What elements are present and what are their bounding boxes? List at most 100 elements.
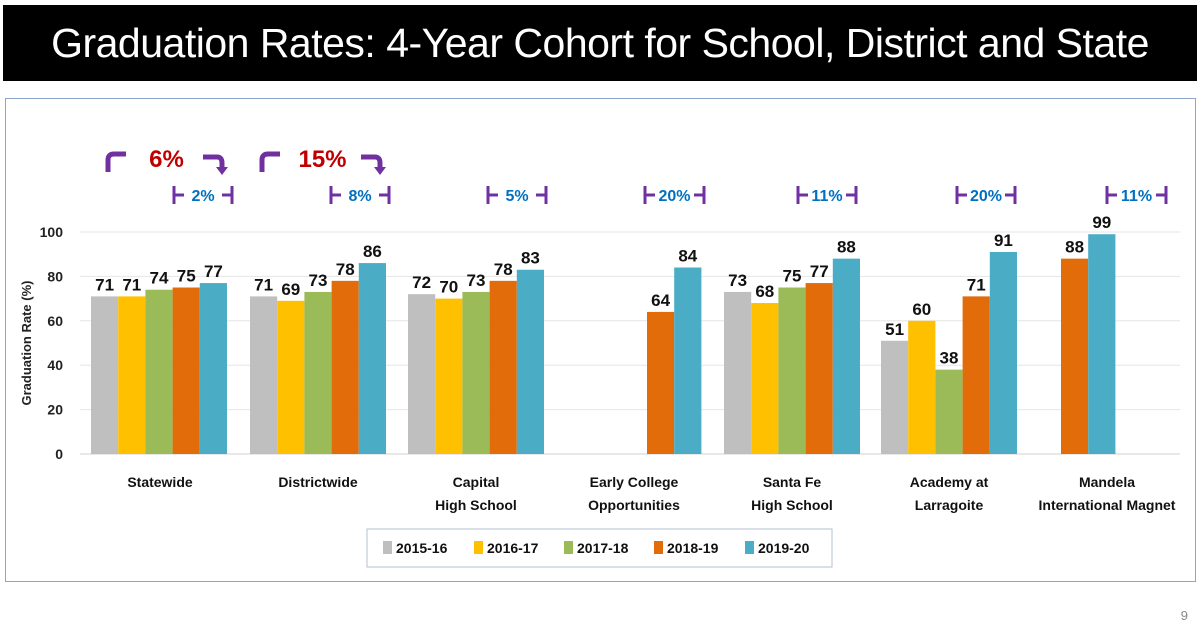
- legend-swatch: [564, 541, 573, 554]
- bar-2018-19: [1061, 258, 1089, 454]
- bar-2015-16: [408, 294, 436, 454]
- one-year-change-label: 20%: [658, 188, 690, 205]
- data-label: 71: [967, 275, 986, 294]
- bar-2017-18: [778, 287, 806, 454]
- y-tick-label: 80: [47, 268, 63, 284]
- bar-2019-20: [1088, 234, 1116, 454]
- bar-2019-20: [199, 283, 227, 454]
- legend-label: 2015-16: [396, 540, 448, 556]
- bar-2018-19: [962, 296, 990, 454]
- data-label: 71: [95, 275, 114, 294]
- data-label: 64: [651, 291, 670, 310]
- legend: [366, 528, 833, 568]
- data-label: 69: [281, 280, 300, 299]
- curved-arrow-end-icon: [361, 154, 383, 168]
- bar-2017-18: [145, 289, 173, 454]
- bar-2019-20: [516, 269, 544, 454]
- category-label: Santa Fe: [763, 474, 822, 490]
- category-label: Academy at: [910, 474, 989, 490]
- data-label: 71: [122, 275, 141, 294]
- one-year-change-label: 11%: [1121, 188, 1152, 205]
- data-label: 51: [885, 320, 904, 339]
- one-year-change-label: 5%: [505, 188, 528, 205]
- bar-2018-19: [805, 283, 833, 454]
- data-label: 88: [837, 238, 856, 257]
- bar-2019-20: [358, 263, 386, 454]
- one-year-change-label: 20%: [970, 188, 1002, 205]
- arrow-head-icon: [216, 167, 228, 175]
- arrow-head-icon: [374, 167, 386, 175]
- chart-frame: [5, 98, 1196, 582]
- bar-2015-16: [881, 340, 909, 454]
- five-year-change-label: 6%: [149, 146, 184, 173]
- category-label: High School: [751, 497, 833, 513]
- category-label: High School: [435, 497, 517, 513]
- category-label: Larragoite: [915, 497, 984, 513]
- bar-2016-17: [751, 303, 779, 454]
- data-label: 75: [177, 267, 196, 286]
- data-label: 77: [810, 262, 829, 281]
- data-label: 70: [439, 278, 458, 297]
- category-label: Opportunities: [588, 497, 680, 513]
- bar-2018-19: [489, 280, 517, 454]
- y-tick-label: 40: [47, 357, 63, 373]
- curved-arrow-end-icon: [203, 154, 225, 168]
- bar-2017-18: [935, 369, 963, 454]
- legend-swatch: [654, 541, 663, 554]
- bar-2015-16: [250, 296, 278, 454]
- data-label: 84: [678, 247, 697, 266]
- bar-2018-19: [647, 311, 675, 454]
- bar-2019-20: [832, 258, 860, 454]
- data-label: 88: [1065, 238, 1084, 257]
- y-tick-label: 0: [55, 446, 63, 462]
- data-label: 68: [755, 282, 774, 301]
- data-label: 77: [204, 262, 223, 281]
- page-number: 9: [1180, 608, 1188, 623]
- bar-2015-16: [91, 296, 119, 454]
- one-year-change-label: 8%: [348, 188, 371, 205]
- data-label: 75: [783, 267, 802, 286]
- data-label: 78: [336, 260, 355, 279]
- legend-label: 2018-19: [667, 540, 719, 556]
- curved-arrow-start-icon: [105, 151, 126, 172]
- y-axis-label: Graduation Rate (%): [19, 281, 34, 406]
- bar-2017-18: [304, 291, 332, 454]
- data-label: 86: [363, 242, 382, 261]
- bar-2019-20: [989, 251, 1017, 454]
- data-label: 71: [254, 275, 273, 294]
- legend-swatch: [745, 541, 754, 554]
- y-tick-label: 60: [47, 313, 63, 329]
- data-label: 91: [994, 231, 1013, 250]
- legend-label: 2017-18: [577, 540, 629, 556]
- category-label: Early College: [590, 474, 679, 490]
- legend-swatch: [474, 541, 483, 554]
- bar-2016-17: [908, 320, 936, 454]
- data-label: 60: [912, 300, 931, 319]
- bar-2017-18: [462, 291, 490, 454]
- curved-arrow-start-icon: [259, 151, 280, 172]
- bar-2015-16: [724, 291, 752, 454]
- category-label: Capital: [453, 474, 500, 490]
- legend-label: 2016-17: [487, 540, 539, 556]
- data-label: 99: [1092, 213, 1111, 232]
- slide-title: Graduation Rates: 4-Year Cohort for Scho…: [3, 5, 1197, 81]
- one-year-change-label: 2%: [191, 188, 214, 205]
- data-label: 72: [412, 273, 431, 292]
- y-tick-label: 100: [40, 224, 64, 240]
- bar-2016-17: [435, 298, 463, 454]
- bar-2016-17: [277, 300, 305, 454]
- five-year-change-label: 15%: [298, 146, 346, 173]
- data-label: 83: [521, 249, 540, 268]
- bar-2019-20: [674, 267, 702, 454]
- bar-2018-19: [331, 280, 359, 454]
- category-label: Mandela: [1079, 474, 1135, 490]
- bar-2016-17: [118, 296, 146, 454]
- legend-swatch: [383, 541, 392, 554]
- category-label: Statewide: [127, 474, 193, 490]
- bar-2018-19: [172, 287, 200, 454]
- data-label: 78: [494, 260, 513, 279]
- legend-label: 2019-20: [758, 540, 810, 556]
- y-tick-label: 20: [47, 402, 63, 418]
- category-label: International Magnet: [1039, 497, 1176, 513]
